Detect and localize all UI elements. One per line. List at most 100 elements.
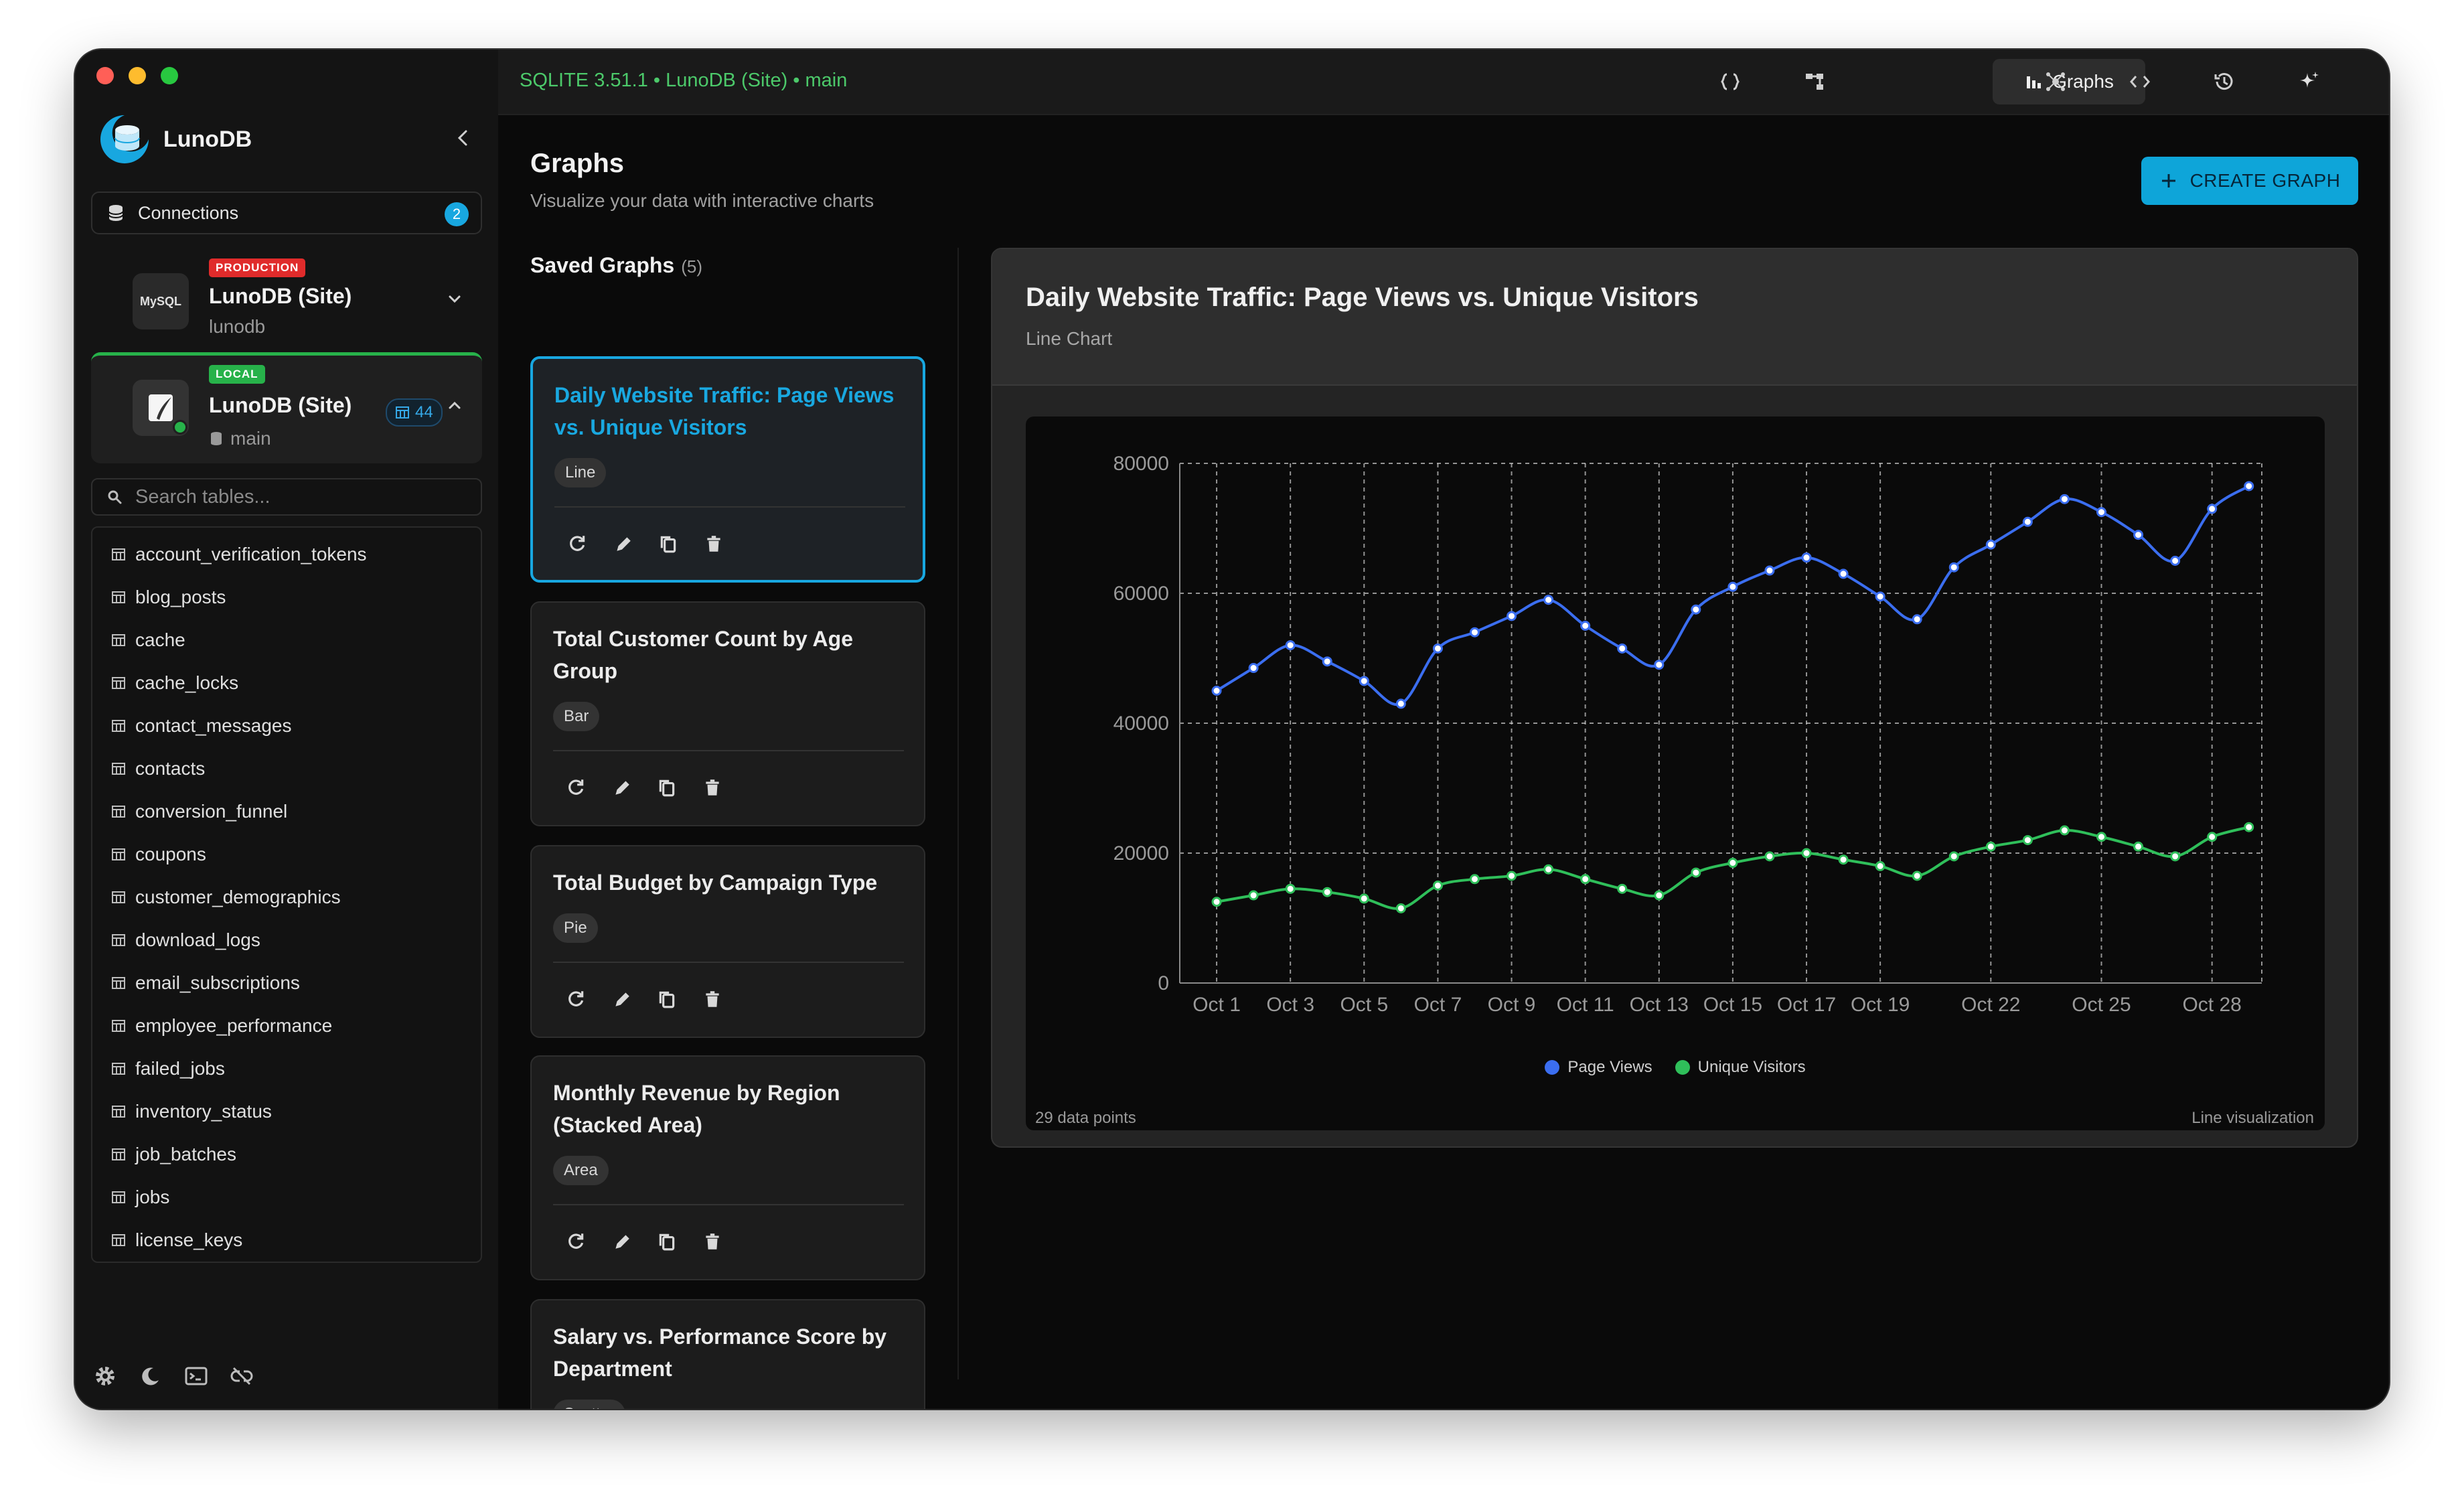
legend-item[interactable]: Page Views — [1545, 1058, 1652, 1077]
table-list-item[interactable]: employee_performance — [92, 1004, 481, 1047]
table-list-item[interactable]: email_subscriptions — [92, 962, 481, 1004]
close-window-button[interactable] — [96, 67, 114, 84]
refresh-icon[interactable] — [561, 1227, 591, 1256]
table-name: failed_jobs — [135, 1058, 225, 1079]
brand: LunoDB — [98, 112, 252, 166]
refresh-icon[interactable] — [561, 984, 591, 1014]
duplicate-icon[interactable] — [652, 773, 682, 802]
data-point-page-views — [1359, 676, 1369, 686]
graph-actions — [562, 529, 728, 558]
refresh-icon[interactable] — [561, 773, 591, 802]
table-list-item[interactable]: cache — [92, 619, 481, 662]
schema-diagram-icon[interactable] — [1798, 66, 1831, 98]
data-point-page-views — [1727, 581, 1738, 592]
table-list-item[interactable]: download_logs — [92, 919, 481, 962]
database-card-local[interactable]: LOCAL LunoDB (Site) 44 main — [91, 352, 482, 463]
saved-graph-card[interactable]: Monthly Revenue by Region (Stacked Area)… — [530, 1055, 925, 1280]
data-point-unique-visitors — [1838, 854, 1849, 865]
graph-type-pill: Scatter — [553, 1400, 626, 1409]
delete-trash-icon[interactable] — [698, 773, 727, 802]
table-list-item[interactable]: job_batches — [92, 1133, 481, 1176]
table-list-item[interactable]: inventory_status — [92, 1090, 481, 1133]
top-bar: SQLITE 3.51.1 • LunoDB (Site) • main Gra… — [498, 50, 2389, 115]
x-tick-label: Oct 15 — [1703, 994, 1762, 1016]
search-tables-input[interactable] — [134, 485, 458, 509]
minimize-window-button[interactable] — [129, 67, 146, 84]
duplicate-icon[interactable] — [653, 529, 683, 558]
table-list-item[interactable]: failed_jobs — [92, 1047, 481, 1090]
online-status-dot — [173, 420, 187, 435]
edit-pencil-icon[interactable] — [608, 529, 637, 558]
dark-mode-moon-icon[interactable] — [137, 1362, 165, 1390]
edit-pencil-icon[interactable] — [607, 1227, 636, 1256]
chevron-up-icon[interactable] — [445, 396, 465, 416]
table-list-item[interactable]: jobs — [92, 1176, 481, 1219]
table-list-item[interactable]: blog_posts — [92, 576, 481, 619]
disconnect-link-icon[interactable] — [228, 1362, 256, 1390]
data-point-page-views — [1985, 539, 1996, 550]
terminal-icon[interactable] — [182, 1362, 210, 1390]
database-name: LunoDB (Site) — [209, 393, 352, 417]
graph-actions — [561, 773, 727, 802]
code-icon[interactable] — [2124, 66, 2156, 98]
table-list-item[interactable]: cache_locks — [92, 662, 481, 704]
table-icon — [112, 1234, 125, 1246]
saved-graph-card[interactable]: Salary vs. Performance Score by Departme… — [530, 1299, 925, 1409]
maximize-window-button[interactable] — [161, 67, 178, 84]
delete-trash-icon[interactable] — [698, 984, 727, 1014]
sql-query-braces-icon[interactable] — [1714, 66, 1746, 98]
delete-trash-icon[interactable] — [698, 1227, 727, 1256]
duplicate-icon[interactable] — [652, 1227, 682, 1256]
table-name: cache — [135, 629, 185, 650]
data-point-unique-visitors — [1691, 867, 1701, 878]
database-card-production[interactable]: MySQL PRODUCTION LunoDB (Site) lunodb — [91, 249, 482, 350]
search-tables[interactable] — [91, 478, 482, 516]
collapse-sidebar-icon[interactable] — [450, 125, 477, 151]
table-icon — [112, 591, 125, 603]
data-point-page-views — [1838, 569, 1849, 579]
data-point-page-views — [1875, 591, 1885, 602]
data-point-unique-visitors — [1507, 871, 1517, 881]
data-point-page-views — [1617, 643, 1628, 654]
table-list-item[interactable]: conversion_funnel — [92, 790, 481, 833]
duplicate-icon[interactable] — [652, 984, 682, 1014]
graph-actions — [561, 1227, 727, 1256]
data-point-page-views — [2244, 481, 2254, 492]
table-name: download_logs — [135, 929, 260, 950]
data-point-page-views — [1285, 640, 1296, 651]
chevron-down-icon[interactable] — [445, 289, 465, 309]
create-graph-button[interactable]: CREATE GRAPH — [2141, 157, 2358, 205]
data-points-count: 29 data points — [1035, 1109, 1136, 1127]
settings-gear-icon[interactable] — [91, 1362, 119, 1390]
graph-title: Total Budget by Campaign Type — [553, 871, 878, 895]
history-icon[interactable] — [2208, 66, 2240, 98]
data-point-page-views — [1322, 656, 1332, 667]
delete-trash-icon[interactable] — [699, 529, 728, 558]
table-icon — [112, 848, 125, 860]
table-list-item[interactable]: account_verification_tokens — [92, 533, 481, 576]
x-tick-label: Oct 19 — [1851, 994, 1910, 1016]
table-icon — [112, 763, 125, 775]
tab-graphs[interactable]: Graphs — [1993, 59, 2145, 104]
table-name: account_verification_tokens — [135, 544, 367, 564]
saved-graph-card[interactable]: Daily Website Traffic: Page Views vs. Un… — [530, 356, 925, 583]
database-icon — [108, 205, 123, 221]
table-list-item[interactable]: contact_messages — [92, 704, 481, 747]
saved-graph-card[interactable]: Total Budget by Campaign Type Pie — [530, 845, 925, 1038]
network-graph-icon[interactable] — [2039, 66, 2072, 98]
table-list-item[interactable]: license_keys — [92, 1219, 481, 1262]
ai-sparkle-icon[interactable] — [2293, 66, 2325, 98]
edit-pencil-icon[interactable] — [607, 984, 636, 1014]
connections-button[interactable]: Connections 2 — [91, 192, 482, 234]
data-point-unique-visitors — [1395, 903, 1406, 913]
database-subtitle: lunodb — [209, 316, 266, 337]
database-name: LunoDB (Site) — [209, 284, 352, 308]
table-list-item[interactable]: contacts — [92, 747, 481, 790]
saved-graph-card[interactable]: Total Customer Count by Age Group Bar — [530, 601, 925, 826]
edit-pencil-icon[interactable] — [607, 773, 636, 802]
table-list-item[interactable]: coupons — [92, 833, 481, 876]
table-list-item[interactable]: customer_demographics — [92, 876, 481, 919]
refresh-icon[interactable] — [562, 529, 592, 558]
legend-item[interactable]: Unique Visitors — [1675, 1058, 1806, 1077]
data-point-unique-visitors — [1654, 890, 1665, 901]
